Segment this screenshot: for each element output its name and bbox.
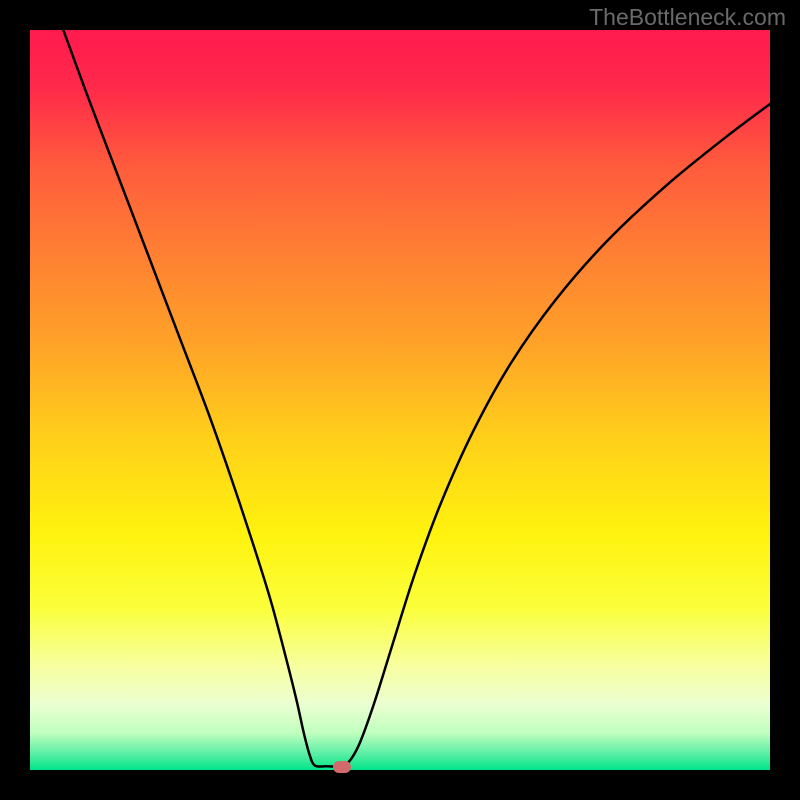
optimal-point-marker (333, 761, 351, 773)
watermark-text: TheBottleneck.com (589, 4, 786, 31)
gradient-background (30, 30, 770, 770)
chart-container: TheBottleneck.com (0, 0, 800, 800)
plot-area (30, 30, 770, 770)
